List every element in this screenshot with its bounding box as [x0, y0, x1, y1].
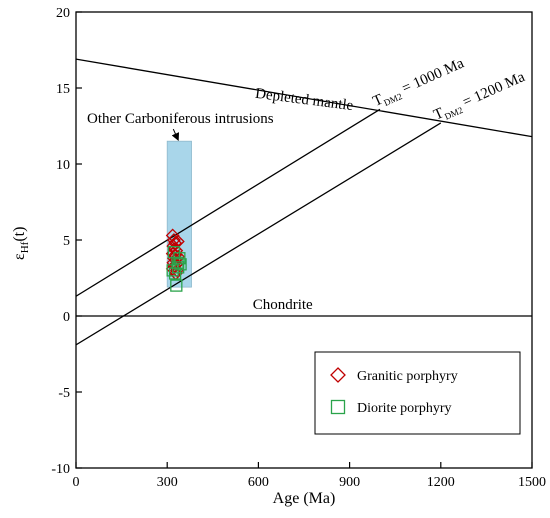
tdm2-1000-label-tail: = 1000 Ma	[396, 55, 466, 98]
x-tick-label: 0	[73, 475, 80, 490]
legend-granitic-marker	[330, 367, 346, 383]
x-tick-label: 600	[248, 475, 269, 490]
granitic-porphyry-point	[166, 233, 181, 247]
legend-box	[314, 351, 521, 435]
legend-diorite-marker	[330, 399, 346, 415]
y-tick-label: 15	[56, 82, 70, 97]
carboniferous-annotation: Other Carboniferous intrusions	[87, 111, 274, 127]
y-tick-label: -5	[58, 386, 70, 401]
x-tick-label: 1200	[427, 475, 455, 490]
x-tick-label: 300	[157, 475, 178, 490]
x-axis-title: Age (Ma)	[273, 490, 336, 507]
tdm2-1200-ma-line	[76, 122, 442, 346]
x-tick-label: 900	[339, 475, 360, 490]
y-tick-label: 10	[56, 158, 70, 173]
depleted-mantle-line	[76, 58, 532, 138]
tdm2-1000-label: TDM2 = 1000 Ma	[371, 55, 468, 111]
y-axis-title-sub: Hf	[19, 241, 31, 253]
y-axis-title-main: ε	[11, 253, 28, 260]
y-tick-label: 20	[56, 6, 70, 21]
chondrite-label: Chondrite	[253, 297, 313, 313]
tdm2-1000-ma-line	[76, 108, 381, 297]
legend-label: Diorite porphyry	[357, 401, 451, 416]
depleted-mantle-label: Depleted mantle	[254, 86, 354, 114]
x-tick-label: 1500	[518, 475, 546, 490]
y-tick-label: 5	[63, 234, 70, 249]
granitic-porphyry-point	[170, 234, 185, 249]
y-axis-title-tail: (t)	[11, 227, 28, 242]
y-axis-title: εHf(t)	[11, 227, 31, 260]
diorite-porphyry-point	[171, 261, 185, 274]
y-tick-label: -10	[51, 462, 70, 477]
tdm2-1200-label-tail: = 1200 Ma	[457, 69, 527, 112]
granitic-porphyry-point	[165, 261, 180, 276]
annotation-arrow	[171, 128, 180, 142]
y-tick-label: 0	[63, 310, 70, 325]
diorite-porphyry-point	[174, 258, 187, 271]
diorite-porphyry-point	[167, 246, 181, 259]
legend-label: Granitic porphyry	[357, 369, 458, 384]
diorite-porphyry-point	[170, 279, 183, 292]
